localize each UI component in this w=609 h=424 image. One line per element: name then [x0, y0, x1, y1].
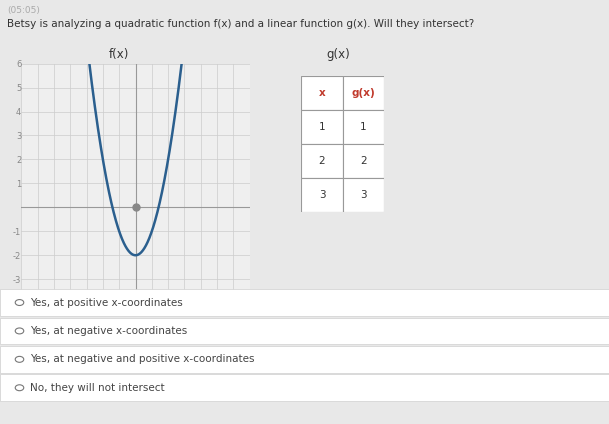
Text: 2: 2 [319, 156, 325, 166]
Text: 2: 2 [360, 156, 367, 166]
Bar [342, 144, 384, 178]
Text: 3: 3 [360, 190, 367, 200]
Text: Yes, at negative and positive x-coordinates: Yes, at negative and positive x-coordina… [30, 354, 255, 364]
Text: x: x [319, 88, 325, 98]
Text: g(x): g(x) [351, 88, 375, 98]
Bar [342, 76, 384, 110]
Text: No, they will not intersect: No, they will not intersect [30, 383, 165, 393]
Bar [301, 110, 342, 144]
Text: 1: 1 [360, 122, 367, 132]
Text: (05:05): (05:05) [7, 6, 40, 15]
Bar [301, 178, 342, 212]
Bar [301, 144, 342, 178]
Text: g(x): g(x) [326, 48, 350, 61]
Bar [301, 76, 342, 110]
Text: 3: 3 [319, 190, 325, 200]
Text: Betsy is analyzing a quadratic function f(x) and a linear function g(x). Will th: Betsy is analyzing a quadratic function … [7, 19, 474, 29]
Text: f(x): f(x) [108, 48, 129, 61]
Bar [342, 178, 384, 212]
Text: Yes, at positive x-coordinates: Yes, at positive x-coordinates [30, 298, 183, 307]
Bar [342, 110, 384, 144]
Text: Yes, at negative x-coordinates: Yes, at negative x-coordinates [30, 326, 188, 336]
Text: 1: 1 [319, 122, 325, 132]
